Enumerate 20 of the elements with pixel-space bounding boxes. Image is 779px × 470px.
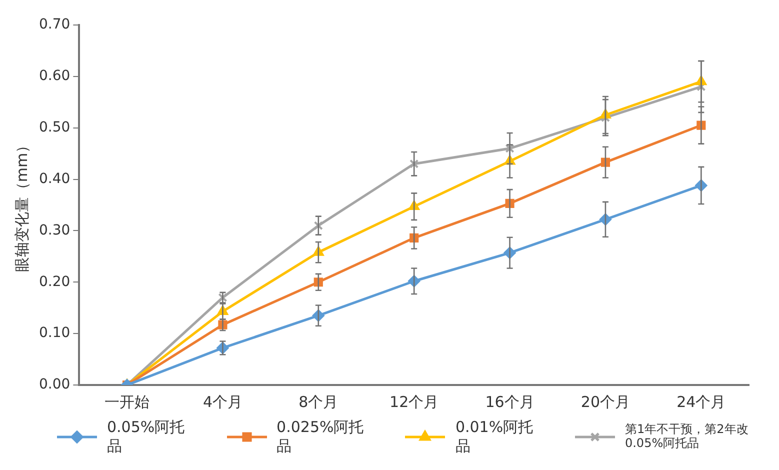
y-tick-label: 0.50: [39, 120, 70, 136]
x-tick-label: 8个月: [298, 392, 338, 411]
x-tick-label: 20个月: [580, 392, 630, 411]
y-tick-label: 0.30: [39, 222, 70, 238]
y-axis-title: 眼轴变化量（mm）: [12, 138, 31, 272]
y-tick-label: 0.60: [39, 68, 70, 84]
x-tick-label: 24个月: [676, 392, 726, 411]
x-tick-label: 16个月: [485, 392, 534, 411]
x-tick-label: 4个月: [202, 392, 242, 411]
y-tick-label: 0.10: [39, 325, 70, 342]
legend-label: 0.05%阿托品: [107, 418, 186, 456]
legend-label: 0.01%阿托品: [455, 418, 534, 456]
x-tick-label: 一开始: [104, 392, 150, 411]
y-tick-label: 0.70: [39, 16, 70, 33]
legend-label: 第1年不干预，第2年改0.05%阿托品: [624, 422, 750, 451]
y-tick-label: 0.40: [39, 170, 70, 187]
y-tick-label: 0.20: [39, 274, 70, 290]
legend-label: 0.025%阿托品: [276, 418, 365, 456]
y-tick-label: 0.00: [39, 376, 70, 393]
x-tick-label: 12个月: [390, 392, 439, 411]
